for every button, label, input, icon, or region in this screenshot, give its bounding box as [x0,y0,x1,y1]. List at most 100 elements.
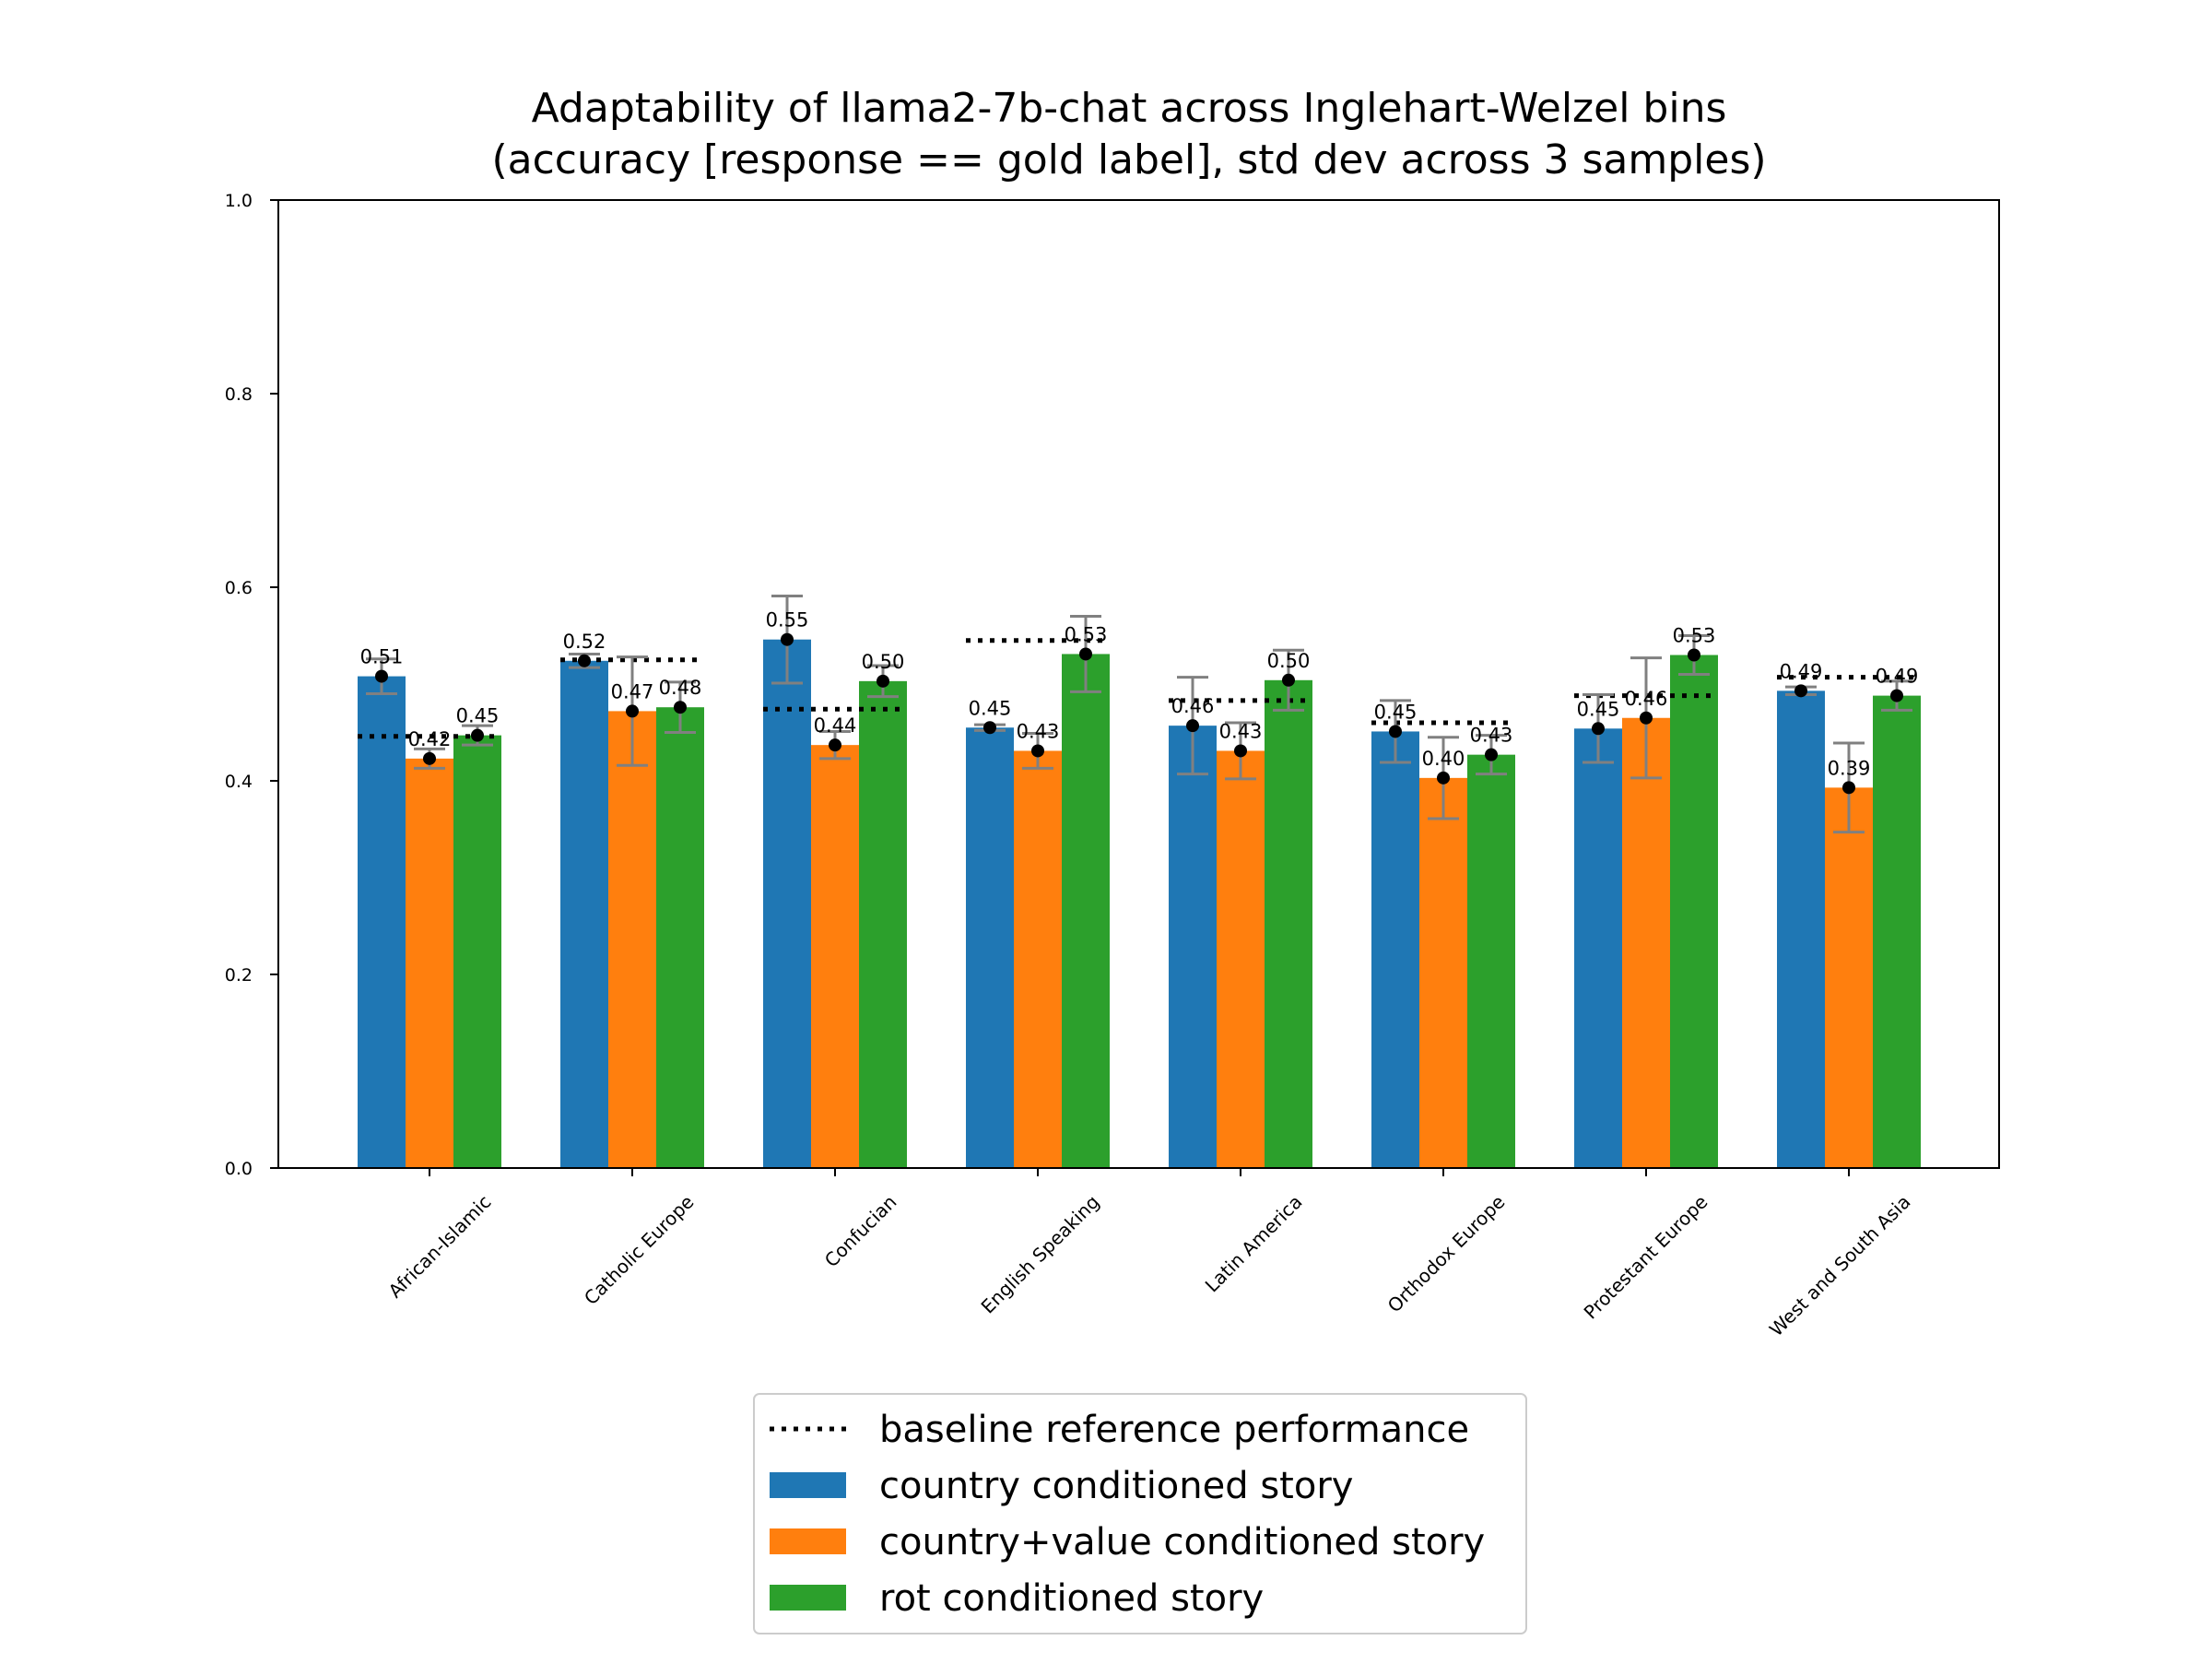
y-tick-label: 0.6 [225,578,253,598]
data-label: 0.49 [1876,666,1919,688]
bar [1062,654,1110,1168]
legend-box [753,1393,1527,1634]
bar [656,707,704,1168]
mean-point [1794,684,1807,698]
data-label: 0.45 [456,705,500,727]
x-tick-label: English Speaking [977,1191,1104,1318]
data-label: 0.48 [659,677,702,699]
bar [406,758,453,1168]
mean-point [471,728,484,742]
bar [1419,777,1467,1168]
bar [1873,695,1921,1168]
points-layer [375,632,1903,795]
legend-label-baseline: baseline reference performance [879,1409,1469,1451]
mean-point [1186,719,1199,733]
x-axis: African-Islamic Catholic Europe Confucian E… [384,1168,1915,1340]
x-tick-label: West and South Asia [1765,1191,1915,1341]
data-label: 0.45 [1374,701,1418,723]
data-label: 0.43 [1017,720,1060,742]
data-label: 0.39 [1828,757,1871,779]
mean-point [1485,748,1498,761]
data-label: 0.43 [1219,720,1263,742]
y-tick-label: 0.8 [225,384,253,405]
mean-point [375,669,388,683]
legend-label: country conditioned story [879,1465,1353,1507]
bar [560,660,608,1168]
data-label: 0.46 [1625,688,1668,710]
mean-point [1890,689,1903,702]
mean-point [1592,722,1605,736]
mean-point [829,738,841,752]
bar [1014,750,1062,1168]
bar [1622,717,1670,1168]
bar [966,727,1014,1168]
x-tick-label: Confucian [820,1191,901,1272]
title-line-2: (accuracy [response == gold label], std … [491,136,1766,183]
mean-point [1640,711,1653,725]
mean-point [781,632,794,646]
bar [1467,754,1515,1168]
mean-point [1842,781,1855,795]
x-tick-label: African-Islamic [384,1191,496,1303]
x-tick-label: Latin America [1201,1191,1307,1297]
mean-point [1079,647,1092,661]
y-axis: 0.0 0.2 0.4 0.6 0.8 1.0 [225,191,278,1179]
bar [1825,787,1873,1168]
legend-swatch [770,1585,846,1611]
x-tick-label: Protestant Europe [1580,1191,1712,1324]
chart-title: Adaptability of llama2-7b-chat across In… [491,85,1766,183]
legend-swatch [770,1472,846,1498]
title-line-1: Adaptability of llama2-7b-chat across In… [532,85,1727,132]
legend-label: rot conditioned story [879,1577,1264,1620]
data-label: 0.53 [1673,625,1716,647]
mean-point [1688,648,1700,662]
bar [1371,731,1419,1168]
y-tick-label: 0.4 [225,772,253,792]
bar [1574,728,1622,1168]
legend-label: country+value conditioned story [879,1521,1485,1564]
y-tick-label: 1.0 [225,191,253,211]
bar [453,735,501,1168]
bar [1217,750,1265,1168]
data-label: 0.50 [1267,650,1311,672]
bar [1777,690,1825,1168]
bar [608,711,656,1168]
x-tick-label: Catholic Europe [580,1191,699,1310]
x-tick-label: Orthodox Europe [1383,1191,1510,1317]
data-label: 0.40 [1422,748,1465,770]
data-labels-layer: 0.510.520.550.45 0.46 0.45 0.450.490.420.47… [360,609,1919,780]
mean-point [877,674,889,688]
y-tick-label: 0.0 [225,1159,253,1179]
bar [358,676,406,1168]
legend: baseline reference performance country co… [753,1393,1527,1634]
mean-point [1389,725,1402,738]
data-label: 0.42 [408,728,452,750]
mean-point [423,751,436,765]
plot-frame [277,199,2000,1169]
data-label: 0.55 [766,609,809,631]
data-label: 0.43 [1470,725,1513,747]
data-label: 0.53 [1065,623,1108,645]
data-label: 0.46 [1171,695,1215,717]
mean-point [983,721,996,735]
data-label: 0.44 [814,714,857,737]
bar [859,680,907,1168]
bar [811,745,859,1168]
data-label: 0.52 [563,631,606,653]
bar [1265,679,1312,1168]
bar [1169,726,1217,1168]
mean-point [626,704,639,718]
data-label: 0.45 [1577,698,1620,720]
mean-point [1234,744,1247,758]
mean-point [674,701,687,714]
mean-point [1282,673,1295,687]
bars-layer [358,639,1921,1168]
bar [1670,655,1718,1168]
data-label: 0.49 [1780,660,1823,682]
data-label: 0.50 [862,651,905,673]
bar [763,639,811,1168]
data-label: 0.45 [969,697,1012,719]
data-label: 0.47 [611,680,654,702]
